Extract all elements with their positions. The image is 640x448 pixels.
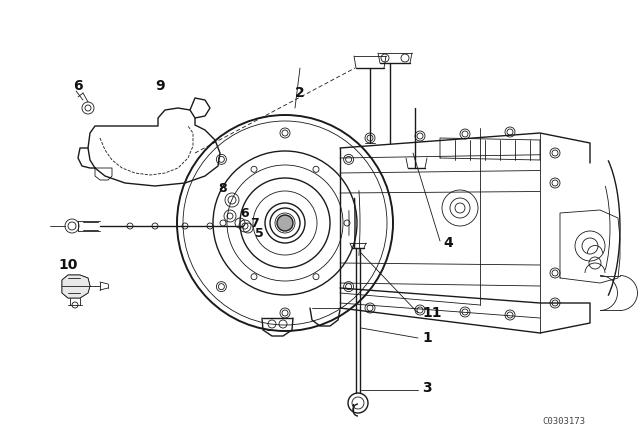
- Circle shape: [277, 215, 293, 231]
- Circle shape: [280, 218, 290, 228]
- Text: 3: 3: [422, 381, 431, 395]
- Text: 11: 11: [422, 306, 442, 320]
- Text: 8: 8: [218, 181, 227, 194]
- Text: C0303173: C0303173: [542, 417, 585, 426]
- Text: 7: 7: [250, 216, 259, 229]
- Text: 10: 10: [58, 258, 77, 272]
- Text: 6: 6: [73, 79, 83, 93]
- Text: 9: 9: [155, 79, 165, 93]
- Text: 4: 4: [443, 236, 452, 250]
- Polygon shape: [62, 275, 90, 298]
- Text: 2: 2: [295, 86, 305, 100]
- Text: 1: 1: [422, 331, 432, 345]
- Text: 5: 5: [255, 227, 264, 240]
- Text: 6: 6: [240, 207, 248, 220]
